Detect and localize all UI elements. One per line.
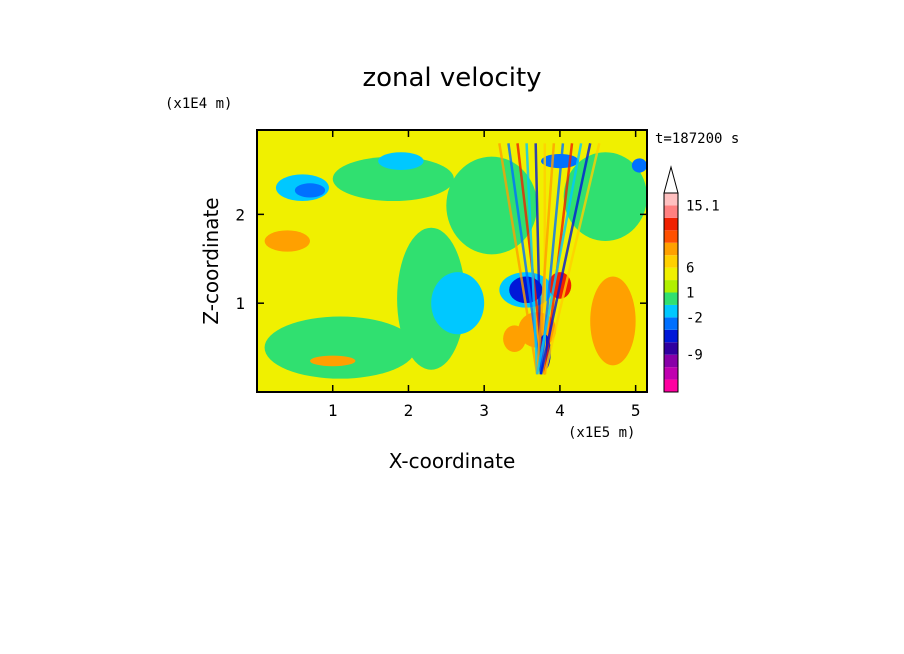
colorbar: 15.1 6 1 -2 -9: [663, 165, 720, 393]
colorbar-segment: [664, 242, 678, 256]
contour-region-19: [631, 158, 647, 173]
contour-region-18: [590, 276, 636, 366]
y-tick-label: 1: [235, 294, 245, 313]
colorbar-segment: [664, 342, 678, 355]
contour-region-16: [503, 325, 526, 353]
colorbar-tick-label: 15.1: [686, 198, 720, 214]
colorbar-segment: [664, 304, 678, 318]
colorbar-segment: [664, 230, 678, 243]
contour-region-8: [431, 272, 485, 335]
colorbar-segment: [664, 280, 678, 293]
colorbar-frame: [663, 192, 679, 393]
x-axis-label: X-coordinate: [389, 449, 516, 473]
x-scale-label: (x1E5 m): [568, 425, 635, 441]
colorbar-segment: [664, 255, 678, 268]
colorbar-tick-label: 6: [686, 261, 694, 277]
colorbar-segment: [664, 354, 678, 368]
x-tick-label: 2: [404, 401, 414, 420]
colorbar-tick-label: 1: [686, 286, 694, 302]
colorbar-segment: [664, 292, 678, 305]
y-tick-label: 2: [235, 205, 245, 224]
colorbar-segment: [664, 329, 678, 343]
contour-region-9: [378, 152, 424, 170]
axes: 1 2 3 4 5 1 2: [235, 130, 647, 420]
colorbar-segment: [664, 193, 678, 206]
x-tick-label: 3: [479, 401, 489, 420]
wave-streak-11: [543, 143, 601, 375]
wave-streak-0: [498, 143, 539, 375]
x-tick-label: 5: [631, 401, 641, 420]
colorbar-extend-triangle: [663, 165, 679, 194]
contour-field: [257, 130, 647, 392]
colorbar-segment: [664, 367, 678, 380]
time-label: t=187200 s: [655, 131, 739, 147]
colorbar-segment: [664, 379, 678, 392]
colorbar-segment: [664, 317, 678, 330]
colorbar-segment: [664, 267, 678, 281]
colorbar-segment: [664, 205, 678, 218]
contour-region-1: [264, 316, 417, 379]
contour-region-2: [397, 227, 466, 370]
plot-frame: [256, 129, 648, 393]
colorbar-segment: [664, 217, 678, 231]
x-tick-label: 4: [555, 401, 565, 420]
colorbar-tick-label: -2: [686, 310, 703, 326]
y-axis-label: Z-coordinate: [199, 197, 223, 324]
contour-region-11: [310, 355, 356, 367]
colorbar-tick-label: -9: [686, 348, 703, 364]
contour-region-7: [294, 183, 326, 198]
chart-title: zonal velocity: [362, 63, 541, 93]
contour-region-4: [332, 156, 454, 202]
wave-streak-10: [539, 143, 592, 375]
contour-region-10: [264, 230, 311, 252]
wave-streak-6: [535, 143, 556, 375]
contour-region-3: [446, 156, 538, 255]
x-tick-label: 1: [328, 401, 338, 420]
wave-streak-9: [535, 143, 583, 375]
wave-streak-3: [525, 143, 539, 375]
y-scale-label: (x1E4 m): [165, 96, 232, 112]
